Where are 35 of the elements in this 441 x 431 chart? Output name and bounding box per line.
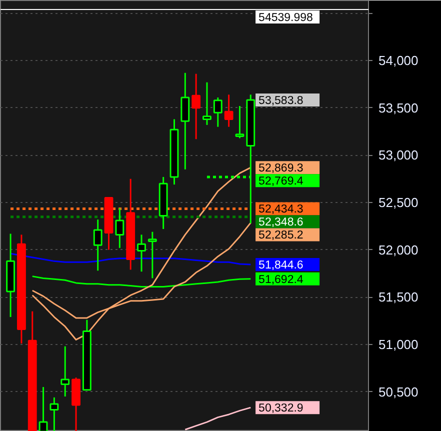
data-label: 52,285.2 [258,230,304,242]
candlestick [115,207,124,249]
candlestick [38,386,48,431]
candlestick [137,234,146,272]
data-label: 50,332.9 [258,402,304,415]
y-tick-label: 54,000 [378,53,418,68]
text: 53,583.8 [258,94,304,107]
data-label: 52,869.3 [258,162,304,175]
line-series [32,276,252,288]
line-series [10,252,252,266]
candlestick [148,231,157,279]
candlestick [180,72,190,170]
candlestick [60,346,70,398]
data-label: 52,434.3 [258,204,304,216]
candlestick [224,94,234,128]
line-series [32,166,252,340]
candlestick [213,96,222,128]
data-label: 52,348.6 [258,216,304,229]
data-label: 52,769.4 [258,176,304,188]
y-tick-label: 50,500 [378,384,418,400]
y-tick-label: 51,500 [378,290,418,305]
data-label: 51,692.4 [258,274,304,286]
candlestick [93,218,102,272]
y-tick-label: 52,000 [378,242,418,258]
y-tick-label: 53,000 [378,148,418,163]
candlestick [50,396,59,431]
ref-line-label: 54539.998 [258,12,313,24]
candlestick [192,73,201,140]
candlestick [235,105,244,139]
y-tick-label: 53,500 [378,100,418,116]
y-tick-label: 52,500 [378,195,418,210]
data-label: 51,844.6 [258,260,304,272]
y-tick-label: 51,000 [378,336,418,352]
line-series [184,406,252,430]
candlestick [202,82,212,126]
